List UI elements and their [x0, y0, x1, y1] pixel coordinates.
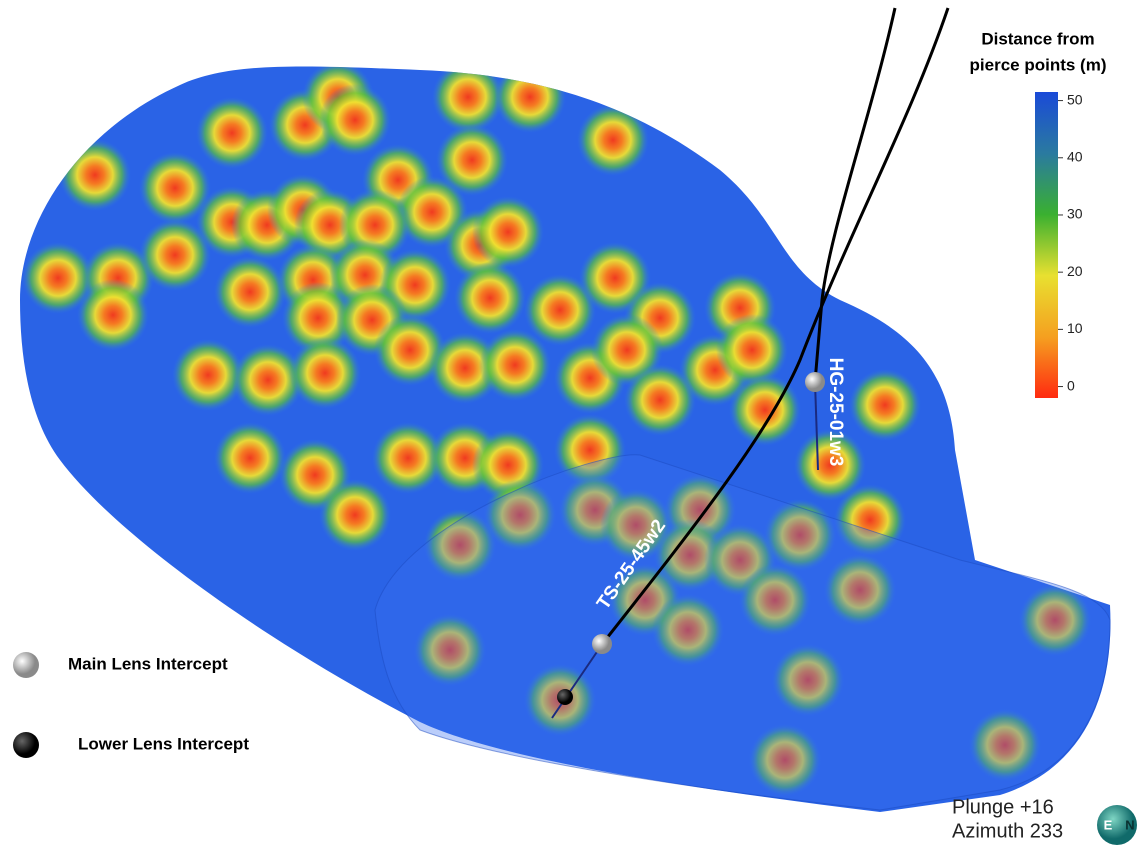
hotspot — [424, 509, 496, 581]
legend-marker — [13, 652, 39, 678]
hotspot — [969, 709, 1041, 781]
hotspot — [764, 499, 836, 571]
hotspot — [824, 554, 896, 626]
main-intercept — [592, 634, 612, 654]
colorbar-tick-label: 40 — [1067, 148, 1083, 164]
hotspot — [319, 479, 391, 551]
hotspot — [524, 274, 596, 346]
compass-label: N — [1125, 817, 1134, 832]
colorbar-tick-label: 20 — [1067, 263, 1083, 279]
drill-label: HG-25-01w3 — [825, 358, 846, 467]
pierce-points — [22, 66, 1091, 796]
hotspot — [139, 219, 211, 291]
drill-trace — [813, 7, 897, 383]
colorbar-tick-label: 10 — [1067, 320, 1083, 336]
lower-intercept — [557, 689, 573, 705]
hotspot — [454, 262, 526, 334]
view-azimuth: Azimuth 233 — [952, 820, 1063, 842]
compass-label: E — [1104, 817, 1113, 832]
hotspot — [624, 364, 696, 436]
hotspot — [554, 414, 626, 486]
hotspot — [834, 484, 906, 556]
hotspot — [729, 374, 801, 446]
hotspot — [652, 594, 724, 666]
lower-lens — [374, 454, 1111, 811]
hotspot — [196, 97, 268, 169]
hotspot — [436, 124, 508, 196]
hotspot — [794, 429, 866, 501]
main-intercept — [805, 372, 825, 392]
colorbar-tick-label: 30 — [1067, 206, 1083, 222]
hotspot — [414, 614, 486, 686]
drill-trace — [601, 7, 950, 644]
hotspot — [772, 644, 844, 716]
hotspot — [432, 66, 504, 133]
hotspot — [472, 196, 544, 268]
hotspot — [77, 279, 149, 351]
drill-trace — [814, 381, 819, 471]
hotspot — [139, 152, 211, 224]
hotspot — [59, 139, 131, 211]
legend-marker — [13, 732, 39, 758]
legend-title: Distance from — [981, 29, 1094, 48]
hotspot — [289, 337, 361, 409]
hotspot — [319, 84, 391, 156]
hotspot — [494, 66, 566, 133]
hotspot — [282, 282, 354, 354]
colorbar-tick-label: 50 — [1067, 91, 1083, 107]
view-plunge: Plunge +16 — [952, 796, 1054, 818]
hotspot — [214, 422, 286, 494]
hotspot — [739, 564, 811, 636]
colorbar-tick-label: 0 — [1067, 377, 1075, 393]
hotspot — [577, 104, 649, 176]
hotspot — [479, 329, 551, 401]
hotspot — [172, 339, 244, 411]
hotspot — [749, 724, 821, 796]
hotspot — [600, 489, 672, 561]
legend-label: Lower Lens Intercept — [78, 734, 249, 753]
compass — [1097, 805, 1137, 845]
legend-label: Main Lens Intercept — [68, 654, 228, 673]
hotspot — [374, 314, 446, 386]
hotspot — [22, 242, 94, 314]
hotspot — [214, 256, 286, 328]
drill-trace — [551, 642, 604, 719]
hotspot — [1019, 584, 1091, 656]
hotspot — [232, 344, 304, 416]
hotspot — [372, 422, 444, 494]
hotspot — [849, 369, 921, 441]
hotspot — [716, 314, 788, 386]
legend-title: pierce points (m) — [970, 55, 1107, 74]
colorbar — [1035, 92, 1058, 398]
